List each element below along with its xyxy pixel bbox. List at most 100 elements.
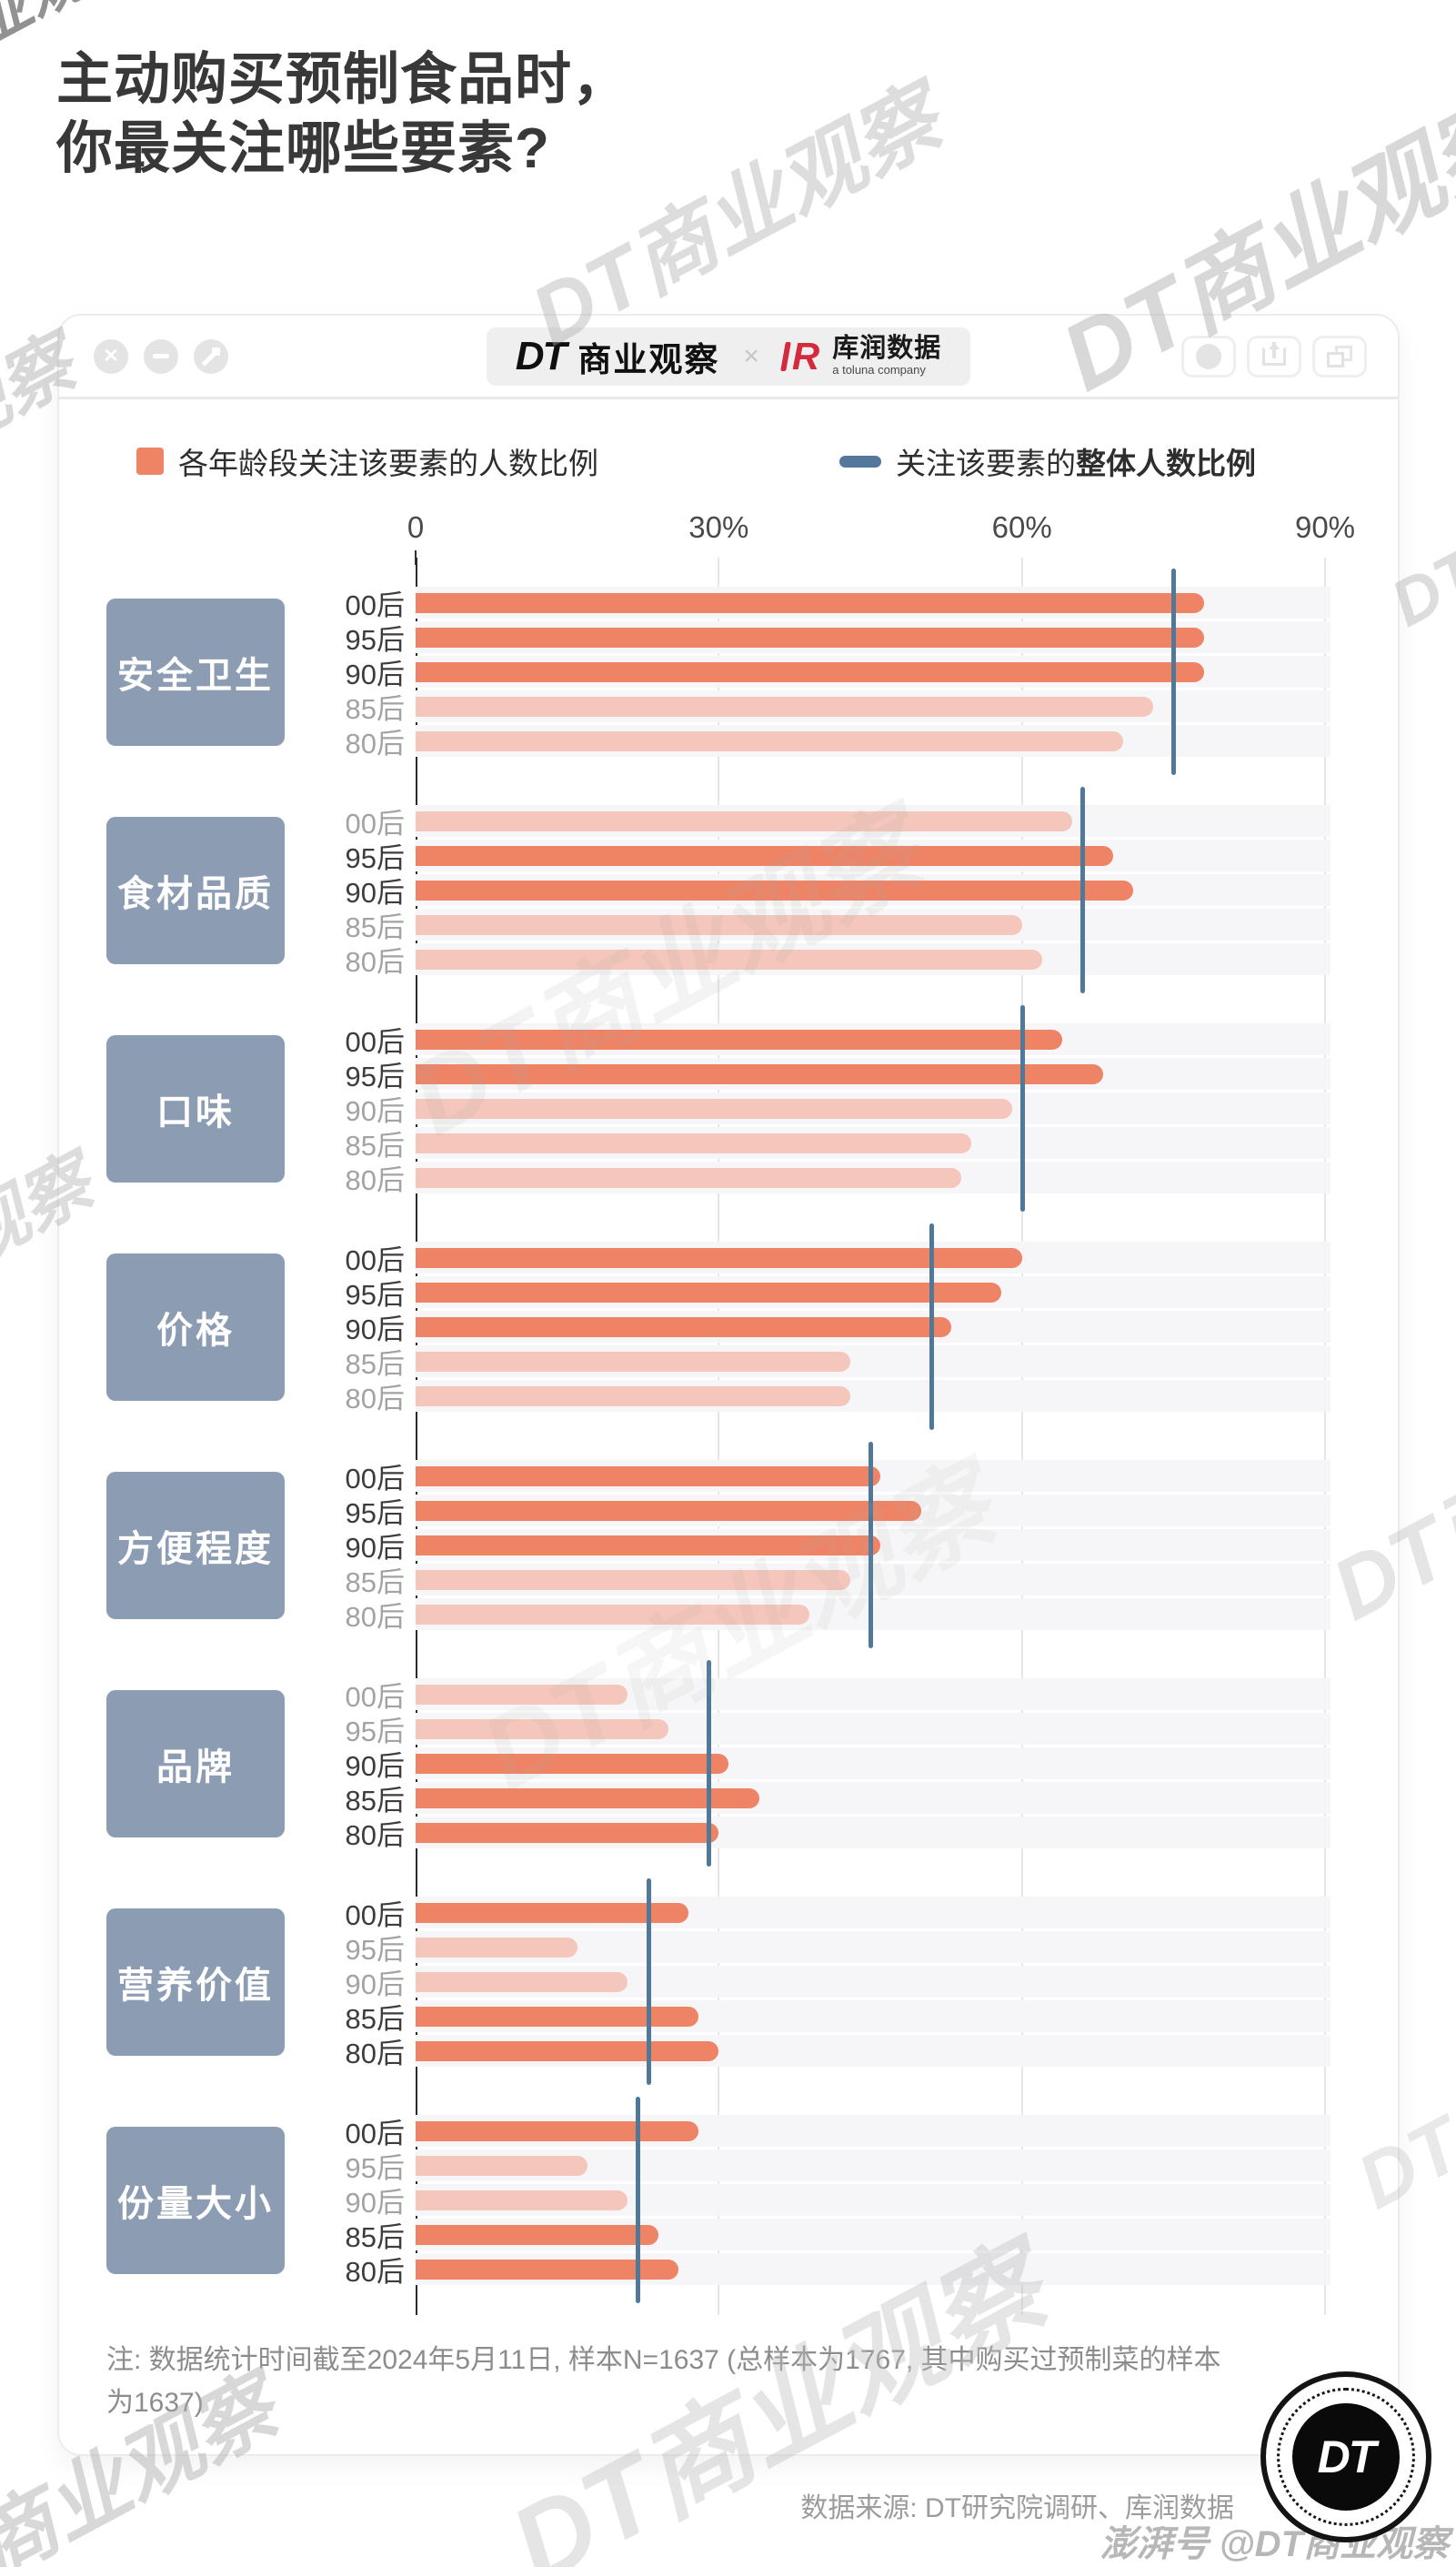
- overall-line: [707, 1660, 712, 1867]
- bar: [416, 1247, 1022, 1268]
- row-stripe: 00后: [346, 587, 1330, 621]
- category-block: 食材品质 00后 95后 90后 85后 80后: [59, 781, 1401, 1000]
- gridline: [718, 558, 720, 2315]
- overall-line: [646, 1878, 651, 2085]
- age-label: 85后: [345, 911, 405, 943]
- overall-line: [1171, 569, 1177, 775]
- row-stripe: 95后: [346, 840, 1330, 874]
- age-label: 00后: [345, 1681, 405, 1713]
- dt-brand-logo: DT: [515, 333, 567, 378]
- partner-name: 库润数据: [832, 334, 942, 364]
- row-stripe: 85后: [346, 1127, 1330, 1162]
- age-label: 80后: [345, 2256, 405, 2288]
- legend-overall-label: 关注该要素的整体人数比例: [896, 447, 1256, 480]
- resize-icon[interactable]: [194, 338, 228, 374]
- bar: [416, 1753, 729, 1774]
- bar: [416, 949, 1042, 970]
- age-label: 80后: [345, 946, 405, 978]
- footnote: 注: 数据统计时间截至2024年5月11日, 样本N=1637 (总样本为176…: [106, 2345, 1221, 2418]
- row-stripe: 00后: [346, 1460, 1330, 1495]
- bar: [416, 1385, 850, 1406]
- age-label: 80后: [345, 1601, 405, 1633]
- age-label: 95后: [345, 1061, 405, 1092]
- window-header: ✕ DT 商业观察 × R 库润数据 a toluna company: [59, 316, 1398, 399]
- category-block: 价格 00后 95后 90后 85后 80后: [59, 1218, 1401, 1436]
- row-stripe: 85后: [346, 2000, 1330, 2035]
- age-label: 85后: [345, 693, 405, 725]
- bar: [416, 661, 1204, 682]
- partner-subtitle: a toluna company: [832, 363, 926, 378]
- row-stripe: 90后: [346, 874, 1330, 909]
- bar: [416, 2190, 628, 2210]
- bar: [416, 914, 1022, 935]
- age-label: 80后: [345, 1164, 405, 1196]
- window-actions: [1181, 335, 1367, 378]
- bar: [416, 2155, 587, 2176]
- bar: [416, 2120, 699, 2141]
- bottom-watermark: 澎湃号 @DT商业观察: [1100, 2524, 1449, 2564]
- row-stripe: 95后: [346, 1276, 1330, 1311]
- bar: [416, 1132, 972, 1153]
- age-label: 00后: [345, 589, 405, 621]
- bar: [416, 1098, 1012, 1119]
- bar: [416, 1902, 688, 1923]
- bar: [416, 730, 1123, 751]
- row-stripe: 95后: [346, 2149, 1330, 2184]
- age-label: 95后: [345, 1497, 405, 1529]
- bar: [416, 1937, 577, 1958]
- chart-window: ✕ DT 商业观察 × R 库润数据 a toluna company: [57, 314, 1400, 2456]
- brand-pill: DT 商业观察 × R 库润数据 a toluna company: [486, 327, 971, 386]
- gridline: [1020, 558, 1023, 2315]
- category-label: 食材品质: [106, 817, 285, 964]
- bar: [416, 1787, 759, 1808]
- row-stripe: 85后: [346, 2219, 1330, 2253]
- x-tick-label: 90%: [1294, 510, 1356, 544]
- minimize-icon[interactable]: [144, 338, 178, 374]
- category-block: 安全卫生 00后 95后 90后 85后 80后: [59, 563, 1401, 781]
- bar: [416, 2224, 658, 2245]
- age-label: 85后: [345, 2003, 405, 2035]
- overall-dash-icon: [839, 455, 881, 468]
- age-label: 90后: [345, 1314, 405, 1345]
- row-stripe: 80后: [346, 725, 1330, 760]
- age-label: 85后: [345, 1130, 405, 1162]
- row-stripe: 00后: [346, 2115, 1330, 2149]
- overall-line: [1080, 787, 1086, 993]
- row-stripe: 95后: [346, 1931, 1330, 1966]
- age-label: 90后: [345, 1095, 405, 1127]
- row-stripe: 80后: [346, 1817, 1330, 1851]
- age-label: 95后: [345, 1934, 405, 1966]
- bar: [416, 1316, 951, 1337]
- bar: [416, 696, 1154, 717]
- record-button[interactable]: [1181, 335, 1236, 378]
- age-label: 00后: [345, 808, 405, 840]
- age-label: 80后: [345, 1383, 405, 1414]
- copy-button[interactable]: [1312, 335, 1367, 378]
- row-stripe: 95后: [346, 1495, 1330, 1529]
- bar: [416, 1718, 668, 1739]
- bar: [416, 1684, 628, 1705]
- row-stripe: 90后: [346, 1966, 1330, 2000]
- kurun-logo-icon: R: [783, 335, 819, 378]
- age-label: 80后: [345, 1819, 405, 1851]
- category-band: 00后 95后 90后 85后 80后: [346, 2108, 1330, 2292]
- row-stripe: 95后: [346, 1058, 1330, 1092]
- bar: [416, 2040, 719, 2061]
- row-stripe: 90后: [346, 1092, 1330, 1127]
- category-label: 方便程度: [106, 1472, 285, 1619]
- bar: [416, 880, 1133, 901]
- title-line-1: 主动购买预制食品时，: [56, 48, 630, 111]
- row-stripe: 95后: [346, 621, 1330, 656]
- row-stripe: 85后: [346, 1564, 1330, 1598]
- age-label: 85后: [345, 1566, 405, 1598]
- close-icon[interactable]: ✕: [94, 338, 128, 374]
- dt-badge-disc: DT: [1292, 2403, 1400, 2511]
- category-band: 00后 95后 90后 85后 80后: [346, 579, 1330, 764]
- age-label: 80后: [345, 728, 405, 760]
- share-button[interactable]: [1247, 335, 1301, 378]
- row-stripe: 95后: [346, 1713, 1330, 1747]
- bar: [416, 1500, 921, 1521]
- row-stripe: 00后: [346, 1897, 1330, 1931]
- age-label: 90后: [345, 1532, 405, 1564]
- dt-badge-dotted-ring: DT: [1277, 2388, 1415, 2526]
